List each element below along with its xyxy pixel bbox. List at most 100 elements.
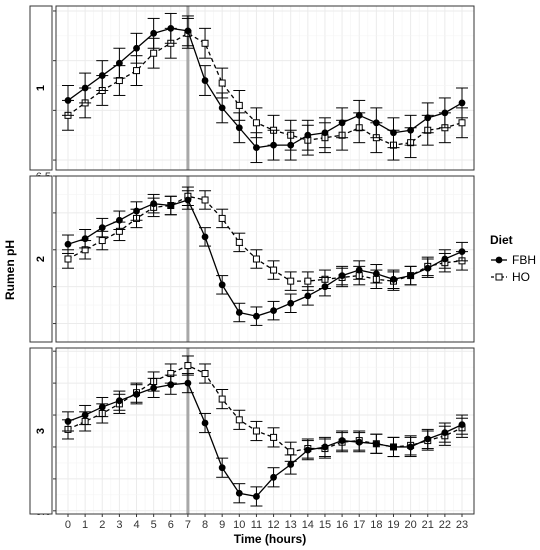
legend-items: FBH HO — [491, 253, 536, 284]
data-point — [184, 362, 192, 370]
data-point — [458, 248, 466, 256]
data-point — [458, 119, 466, 127]
series-FBH — [61, 373, 469, 507]
x-tick-label: 19 — [387, 519, 399, 531]
x-tick-label: 0 — [65, 519, 71, 531]
facet-strip — [29, 347, 53, 515]
facet-strip — [29, 175, 53, 343]
data-point — [235, 309, 243, 316]
x-tick-label: 14 — [302, 519, 314, 531]
data-point — [390, 275, 397, 283]
data-point — [201, 370, 209, 378]
data-point — [218, 104, 226, 112]
data-point — [287, 141, 295, 149]
x-tick-label: 8 — [202, 519, 208, 531]
data-point — [252, 119, 260, 127]
x-tick-label: 22 — [439, 519, 451, 531]
data-point — [150, 29, 158, 37]
data-point — [270, 473, 277, 481]
x-tick-label: 7 — [185, 519, 191, 531]
data-point — [184, 379, 192, 387]
data-point — [253, 312, 260, 320]
data-point — [338, 272, 346, 279]
data-point — [441, 429, 449, 436]
data-point — [407, 126, 415, 134]
chart-panels: 5.86.06.26.415.75.96.16.36.525.65.86.06.… — [29, 5, 475, 531]
x-tick-label: 15 — [319, 519, 331, 531]
data-point — [390, 129, 397, 137]
data-point — [235, 124, 243, 132]
legend-item-HO: HO — [491, 270, 530, 284]
x-tick-label: 21 — [422, 519, 434, 531]
data-point — [458, 99, 466, 107]
data-point — [98, 237, 106, 245]
data-point — [133, 67, 141, 75]
data-point — [304, 277, 312, 285]
data-point — [441, 255, 449, 263]
data-point — [64, 418, 72, 425]
data-point — [390, 443, 397, 451]
data-point — [304, 292, 312, 300]
y-axis-label: Rumen pH — [3, 240, 17, 300]
data-point — [218, 281, 226, 289]
data-point — [133, 207, 140, 215]
x-tick-label: 17 — [353, 519, 365, 531]
data-point — [270, 307, 277, 315]
legend-key — [495, 256, 503, 264]
data-point — [81, 411, 89, 419]
x-tick-label: 4 — [133, 519, 139, 531]
panel-border — [55, 347, 475, 515]
panel-1: 5.86.06.26.41 — [29, 5, 475, 171]
data-point — [201, 77, 209, 84]
data-point — [252, 255, 260, 263]
data-point — [201, 39, 209, 47]
x-tick-label: 13 — [285, 519, 297, 531]
data-point — [407, 443, 415, 451]
facet-strip — [29, 5, 53, 171]
data-point — [64, 97, 72, 104]
data-point — [184, 27, 192, 35]
data-point — [407, 272, 415, 279]
data-point — [441, 109, 449, 117]
data-point — [201, 233, 209, 241]
data-point — [115, 59, 123, 67]
data-point — [424, 114, 432, 122]
data-point — [287, 448, 295, 456]
data-point — [98, 403, 106, 411]
x-tick-label: 12 — [267, 519, 279, 531]
x-tick-label: 5 — [151, 519, 157, 531]
legend-title: Diet — [490, 233, 513, 247]
data-point — [167, 202, 175, 209]
data-point — [235, 416, 243, 424]
data-point — [201, 196, 209, 204]
data-point — [372, 270, 380, 278]
data-point — [372, 119, 380, 127]
facet-strip-label: 2 — [35, 256, 47, 262]
data-point — [270, 433, 278, 441]
data-point — [218, 214, 226, 222]
x-tick-label: 16 — [336, 519, 348, 531]
data-point — [424, 435, 432, 443]
data-point — [218, 395, 226, 403]
data-point — [218, 79, 226, 87]
data-point — [150, 384, 158, 392]
data-point — [355, 438, 363, 446]
data-point — [201, 419, 209, 427]
data-point — [64, 255, 72, 263]
data-point — [167, 381, 175, 389]
panel-3: 5.65.86.06.26.46.63012345678910111213141… — [29, 346, 475, 531]
data-point — [150, 49, 158, 57]
data-point — [321, 283, 329, 291]
x-tick-label: 2 — [99, 519, 105, 531]
x-tick-label: 1 — [82, 519, 88, 531]
data-point — [115, 216, 123, 224]
facet-strip-label: 1 — [35, 85, 47, 91]
data-point — [64, 240, 72, 248]
legend-label: FBH — [512, 253, 536, 267]
data-point — [81, 84, 89, 92]
data-point — [458, 421, 466, 429]
panel-2: 5.75.96.16.36.52 — [29, 171, 475, 343]
data-point — [253, 493, 260, 500]
x-axis-label: Time (hours) — [234, 532, 306, 546]
data-point — [150, 200, 158, 208]
